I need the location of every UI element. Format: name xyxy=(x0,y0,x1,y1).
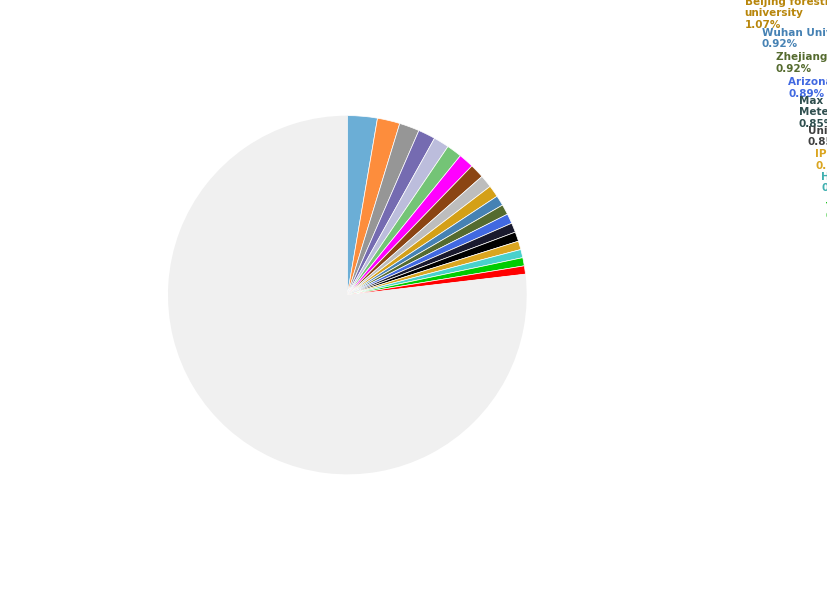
Wedge shape xyxy=(347,123,419,295)
Wedge shape xyxy=(347,266,525,295)
Wedge shape xyxy=(347,258,524,295)
Text: Beijing forestry
university
1.07%: Beijing forestry university 1.07% xyxy=(745,0,827,30)
Text: Arizona state University
0.89%: Arizona state University 0.89% xyxy=(788,77,827,99)
Text: Max Planck Institute for
Meteorology
0.85%: Max Planck Institute for Meteorology 0.8… xyxy=(799,96,827,129)
Wedge shape xyxy=(347,156,472,295)
Text: Indian institute of
technology
0.74%: Indian institute of technology 0.74% xyxy=(826,188,827,221)
Wedge shape xyxy=(347,186,497,295)
Wedge shape xyxy=(347,232,519,295)
Wedge shape xyxy=(347,166,482,295)
Wedge shape xyxy=(347,250,523,295)
Text: Zhejiang University
0.92%: Zhejiang University 0.92% xyxy=(776,53,827,74)
Wedge shape xyxy=(347,214,512,295)
Wedge shape xyxy=(347,205,508,295)
Wedge shape xyxy=(168,116,527,474)
Wedge shape xyxy=(347,118,399,295)
Text: Wuhan University
0.92%: Wuhan University 0.92% xyxy=(762,28,827,50)
Wedge shape xyxy=(347,196,503,295)
Wedge shape xyxy=(347,241,521,295)
Text: IPB University
0.77%: IPB University 0.77% xyxy=(815,149,827,171)
Wedge shape xyxy=(347,146,461,295)
Text: HOHAI University
0.74%: HOHAI University 0.74% xyxy=(821,172,827,194)
Wedge shape xyxy=(347,138,448,295)
Wedge shape xyxy=(347,116,377,295)
Wedge shape xyxy=(347,223,515,295)
Text: University of Maryland
0.85%: University of Maryland 0.85% xyxy=(808,126,827,148)
Wedge shape xyxy=(347,130,434,295)
Wedge shape xyxy=(347,176,490,295)
